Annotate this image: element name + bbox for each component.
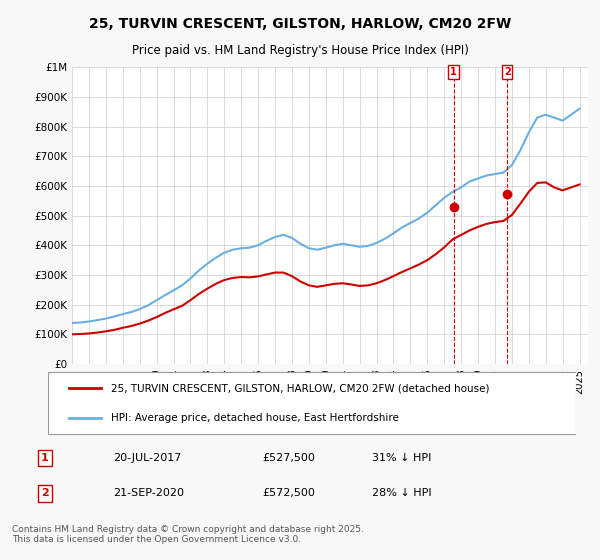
Text: 25, TURVIN CRESCENT, GILSTON, HARLOW, CM20 2FW (detached house): 25, TURVIN CRESCENT, GILSTON, HARLOW, CM… <box>112 384 490 394</box>
Text: 2: 2 <box>504 67 511 77</box>
Text: HPI: Average price, detached house, East Hertfordshire: HPI: Average price, detached house, East… <box>112 413 399 423</box>
Text: 25, TURVIN CRESCENT, GILSTON, HARLOW, CM20 2FW: 25, TURVIN CRESCENT, GILSTON, HARLOW, CM… <box>89 17 511 31</box>
Text: Contains HM Land Registry data © Crown copyright and database right 2025.
This d: Contains HM Land Registry data © Crown c… <box>12 525 364 544</box>
Text: 31% ↓ HPI: 31% ↓ HPI <box>372 453 431 463</box>
Text: 20-JUL-2017: 20-JUL-2017 <box>113 453 181 463</box>
Text: 21-SEP-2020: 21-SEP-2020 <box>113 488 184 498</box>
Text: 28% ↓ HPI: 28% ↓ HPI <box>372 488 432 498</box>
Text: 1: 1 <box>41 453 49 463</box>
Text: Price paid vs. HM Land Registry's House Price Index (HPI): Price paid vs. HM Land Registry's House … <box>131 44 469 57</box>
Text: £572,500: £572,500 <box>262 488 315 498</box>
Text: 1: 1 <box>450 67 457 77</box>
FancyBboxPatch shape <box>48 372 576 434</box>
Text: £527,500: £527,500 <box>262 453 315 463</box>
Text: 2: 2 <box>41 488 49 498</box>
